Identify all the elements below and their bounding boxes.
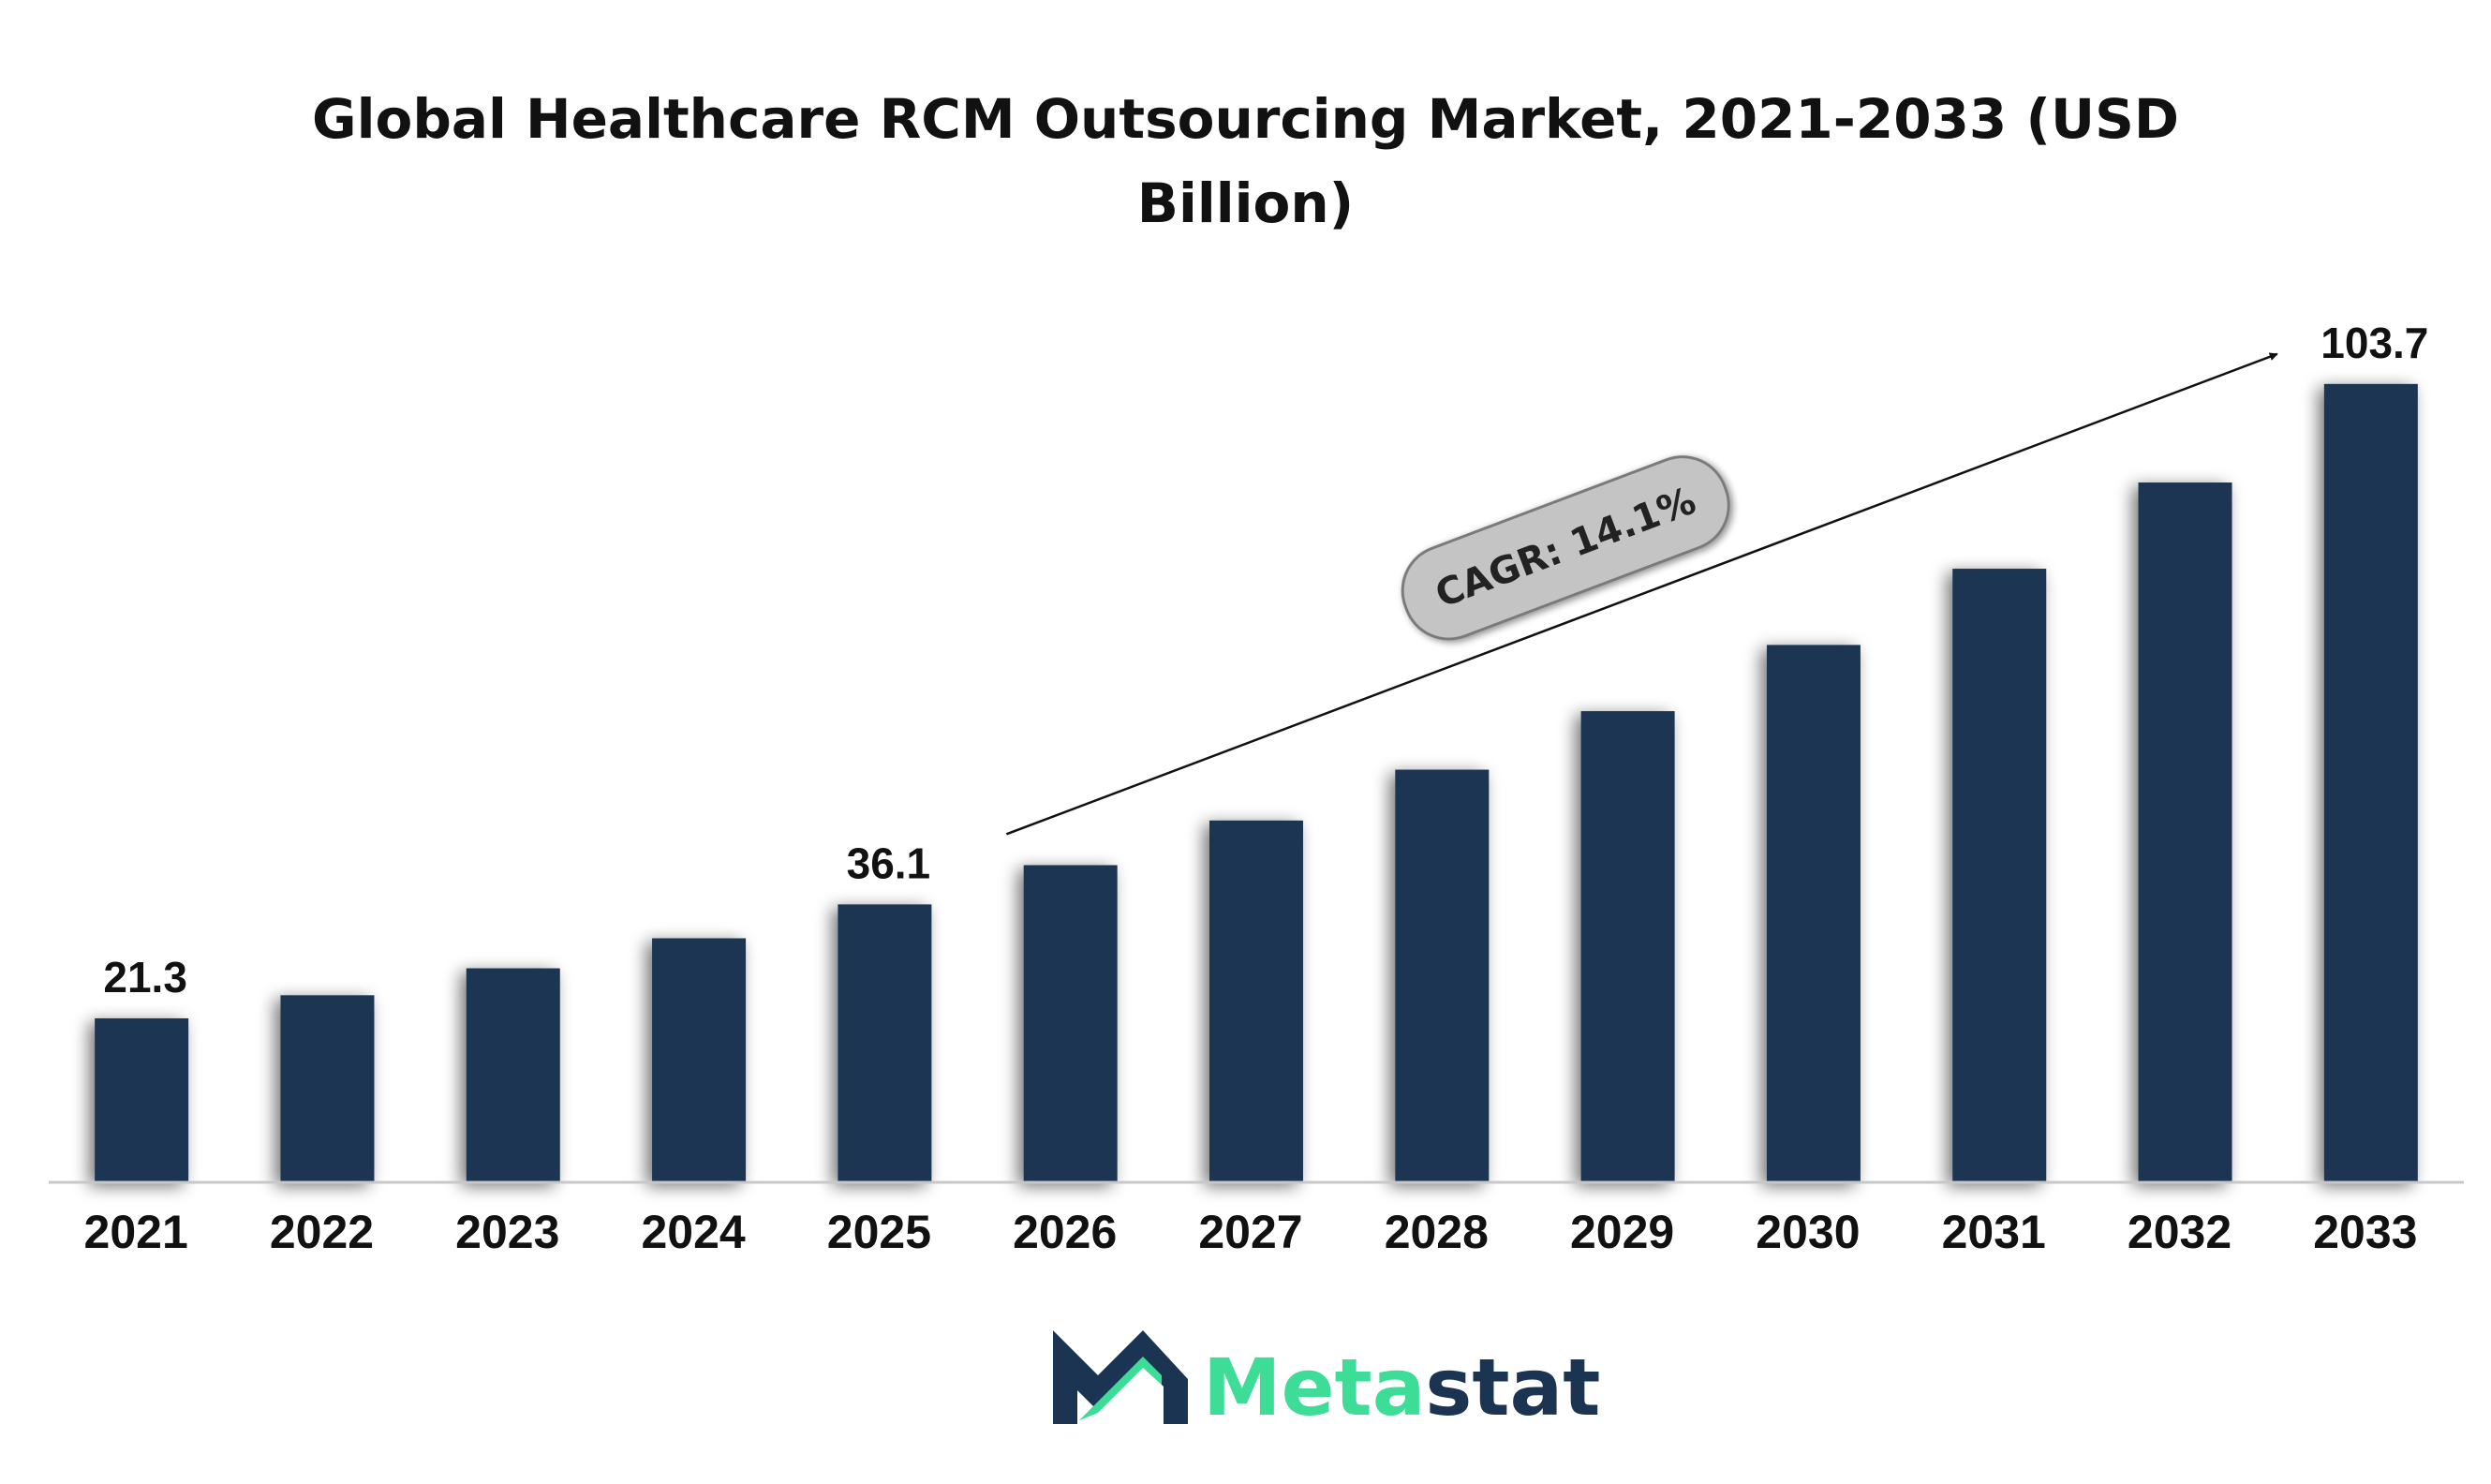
x-tick-label-2028: 2028	[1385, 1206, 1489, 1258]
brand-part2: stat	[1425, 1342, 1600, 1433]
x-tick-label-2031: 2031	[1942, 1206, 2046, 1258]
bar-2027	[1209, 820, 1303, 1182]
trend-arrow	[1005, 352, 2278, 836]
bar-2024	[652, 938, 747, 1182]
metastat-logo-icon	[1053, 1330, 1188, 1424]
bar-2032	[2138, 482, 2232, 1182]
x-tick-label-2025: 2025	[827, 1206, 931, 1258]
metastat-logo-accent	[1079, 1357, 1162, 1420]
x-tick-label-2024: 2024	[641, 1206, 745, 1258]
x-tick-label-2029: 2029	[1570, 1206, 1674, 1258]
data-label-2033: 103.7	[2320, 319, 2428, 367]
bar-2021	[95, 1017, 189, 1182]
bar-2025	[838, 904, 932, 1182]
bar-2030	[1766, 645, 1861, 1182]
data-label-2021: 21.3	[103, 953, 187, 1002]
bar-2022	[280, 995, 375, 1182]
bar-2026	[1023, 865, 1118, 1182]
data-labels: 21.3 36.1 103.7	[103, 319, 2428, 1002]
bars	[95, 383, 2418, 1182]
x-tick-label-2033: 2033	[2313, 1206, 2417, 1258]
x-tick-label-2030: 2030	[1756, 1206, 1860, 1258]
metastat-logo-text: Metastat	[1203, 1342, 1600, 1433]
x-tick-label-2021: 2021	[84, 1206, 188, 1258]
data-label-2025: 36.1	[847, 838, 931, 887]
x-tick-label-2026: 2026	[1013, 1206, 1117, 1258]
chart-title-line2: Billion)	[1136, 171, 1355, 235]
metastat-logo: Metastat	[1053, 1330, 1600, 1433]
brand-part1: Meta	[1203, 1342, 1425, 1433]
bar-2028	[1395, 769, 1490, 1182]
x-tick-label-2023: 2023	[455, 1206, 559, 1258]
chart-title: Global Healthcare RCM Outsourcing Market…	[311, 87, 2179, 151]
x-tick-label-2032: 2032	[2128, 1206, 2232, 1258]
bar-2029	[1580, 711, 1675, 1182]
bar-2031	[1952, 569, 2047, 1182]
x-axis-ticks: 2021 2022 2023 2024 2025 2026 2027 2028 2029 2030…	[84, 1206, 2418, 1258]
x-tick-label-2022: 2022	[270, 1206, 374, 1258]
bar-2023	[466, 968, 560, 1182]
bar-2033	[2323, 383, 2418, 1182]
cagr-badge-shape	[1401, 455, 1730, 641]
x-tick-label-2027: 2027	[1198, 1206, 1302, 1258]
cagr-badge: CAGR: 14.1%	[1401, 455, 1730, 641]
